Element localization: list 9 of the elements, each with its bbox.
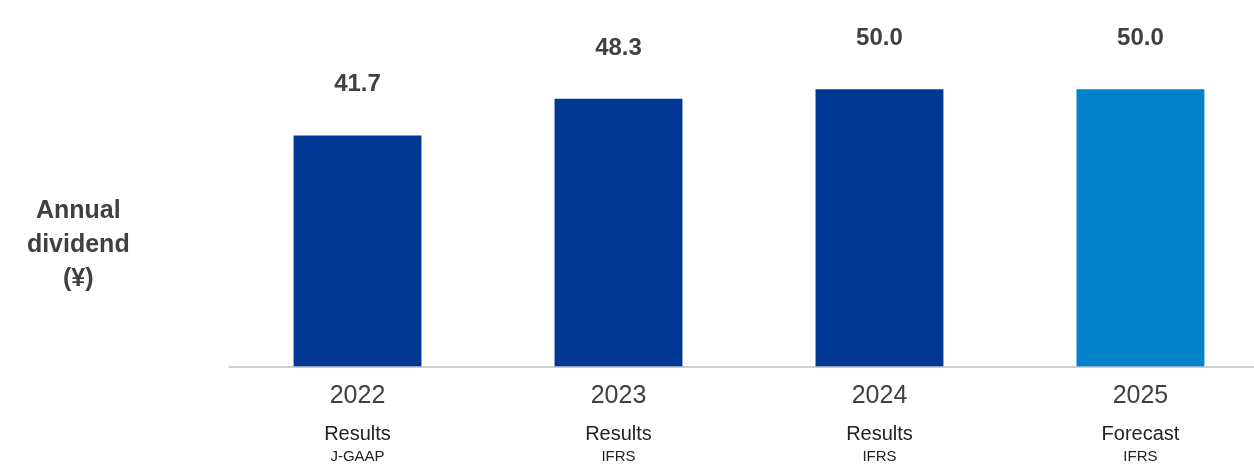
x-tick-label: 2022 Results J-GAAP <box>324 379 391 465</box>
x-tick-label: 2024 Results IFRS <box>846 379 913 465</box>
x-tick-label: 2025 Forecast IFRS <box>1101 379 1180 465</box>
data-label: 50.0 <box>856 23 903 51</box>
data-label: 50.0 <box>1117 23 1164 51</box>
y-axis-title: Annual dividend (¥) <box>26 194 130 292</box>
data-label: 48.3 <box>595 32 642 60</box>
x-tick-label: 2023 Results IFRS <box>585 379 652 465</box>
data-label: 41.7 <box>334 69 381 97</box>
